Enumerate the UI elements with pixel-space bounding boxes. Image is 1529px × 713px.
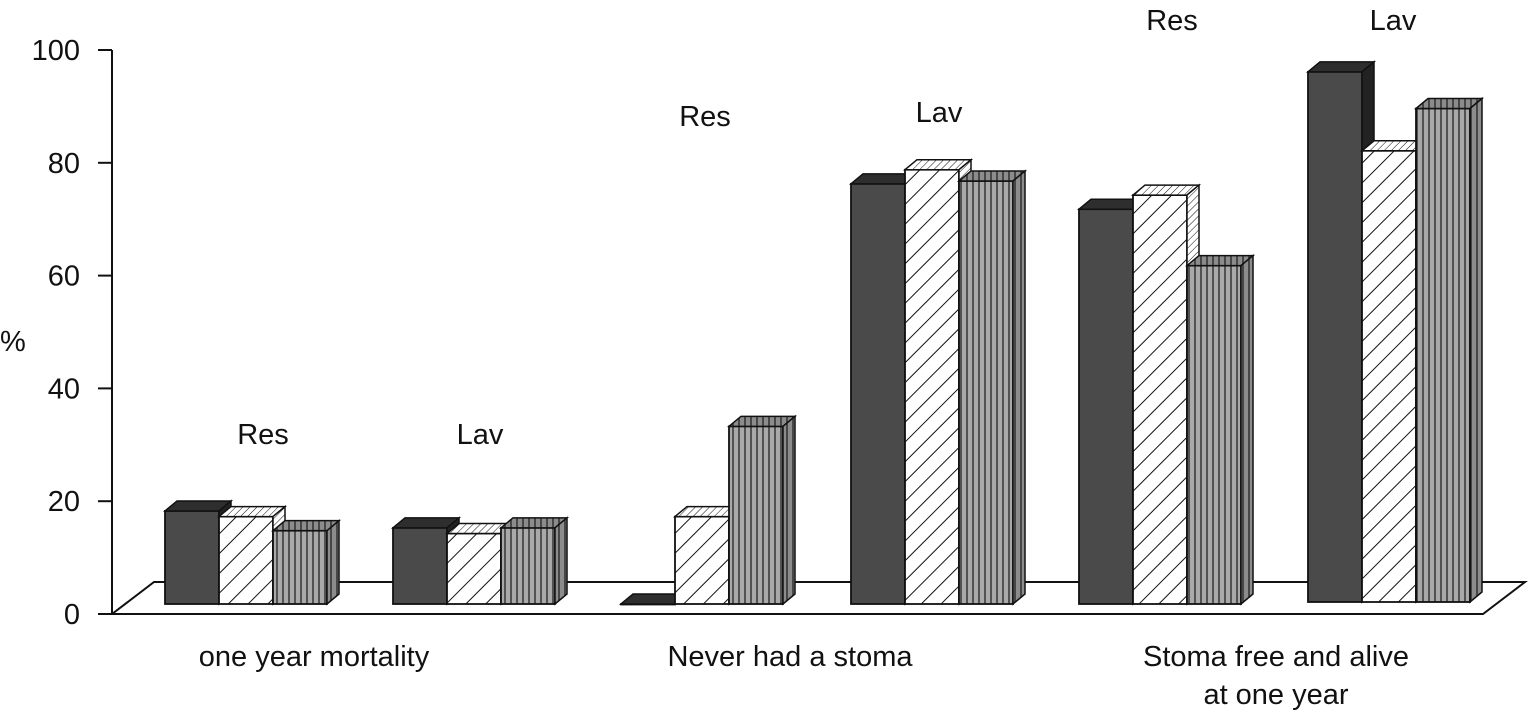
group-label-line: Never had a stoma — [667, 641, 913, 673]
y-axis: 0 20 40 60 80 100% — [0, 35, 113, 631]
y-tick-label: 20 — [48, 486, 80, 518]
bar-front — [1415, 107, 1471, 603]
group-label-line: Stoma free and alive — [1143, 641, 1409, 673]
bar-front — [1361, 149, 1417, 603]
y-tick-label: 0 — [64, 599, 80, 631]
y-tick-label: 80 — [48, 148, 80, 180]
bar-front — [958, 180, 1014, 605]
bar-1-0-1 — [672, 504, 744, 606]
bar-front — [674, 515, 730, 605]
bar-front — [850, 182, 906, 605]
bar-1-0-2 — [726, 414, 798, 606]
cluster-label-lav: Lav — [457, 419, 504, 451]
bar-side — [554, 516, 568, 606]
bar-front — [1132, 194, 1188, 605]
bar-0-1-2 — [498, 516, 570, 606]
bar-front — [1186, 264, 1242, 605]
cluster-label-res: Res — [237, 419, 289, 451]
cluster-label-lav: Lav — [916, 97, 963, 129]
labels-layer: Res Lav Res Lav Res Lav one year mortality Neve… — [199, 5, 1417, 711]
bar-side — [1240, 253, 1254, 606]
y-tick-label: 60 — [48, 261, 80, 293]
group-label-1: Never had a stoma — [667, 641, 913, 673]
y-tick-label: 100 — [32, 35, 80, 67]
bar-front — [446, 532, 502, 605]
bar-front — [904, 168, 960, 605]
group-label-0: one year mortality — [199, 641, 430, 673]
bar-side — [782, 414, 796, 606]
bar-0-0-2 — [270, 519, 342, 606]
bar-front — [500, 526, 556, 605]
bar-front — [1078, 208, 1134, 605]
bar-front — [728, 425, 784, 605]
bar-2-1-2 — [1413, 96, 1485, 604]
bar-2-0-2 — [1184, 253, 1256, 606]
cluster-label-lav: Lav — [1370, 5, 1417, 37]
bar-front — [218, 515, 274, 605]
bar-side — [1469, 96, 1483, 604]
group-label-2: Stoma free and alive at one year — [1143, 641, 1409, 711]
group-label-line: one year mortality — [199, 641, 430, 673]
bar-side — [326, 519, 340, 606]
bar-front — [272, 529, 328, 605]
cluster-label-res: Res — [1146, 5, 1198, 37]
y-axis-label: % — [0, 326, 26, 358]
bars-layer — [162, 60, 1485, 606]
bar-1-1-2 — [956, 169, 1028, 606]
group-label-line: at one year — [1203, 679, 1348, 711]
bar-front — [164, 510, 220, 605]
y-tick-label: 40 — [48, 373, 80, 405]
bar-front — [1307, 70, 1363, 603]
cluster-label-res: Res — [679, 101, 731, 133]
bar-side — [1012, 169, 1026, 606]
bar-front — [392, 526, 448, 605]
